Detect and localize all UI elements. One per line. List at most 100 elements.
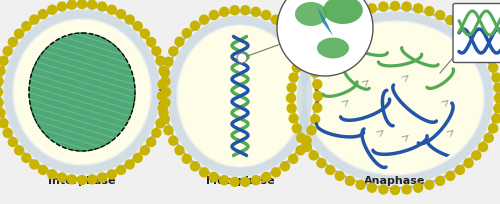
Circle shape: [302, 44, 312, 54]
Circle shape: [30, 15, 39, 24]
Circle shape: [472, 36, 481, 45]
Circle shape: [156, 119, 165, 128]
Circle shape: [161, 98, 170, 107]
Circle shape: [48, 170, 56, 179]
Circle shape: [3, 47, 12, 56]
Circle shape: [335, 16, 344, 25]
Circle shape: [116, 165, 126, 174]
Circle shape: [125, 15, 134, 24]
Circle shape: [8, 38, 18, 47]
Circle shape: [158, 80, 167, 89]
Circle shape: [390, 1, 400, 10]
Circle shape: [494, 93, 500, 102]
Circle shape: [78, 175, 86, 184]
Circle shape: [108, 170, 116, 179]
Circle shape: [368, 4, 376, 13]
Circle shape: [0, 67, 5, 75]
Circle shape: [230, 6, 239, 15]
Circle shape: [326, 22, 334, 31]
Circle shape: [292, 124, 302, 133]
Circle shape: [22, 22, 31, 31]
Circle shape: [210, 10, 218, 19]
Polygon shape: [323, 0, 363, 24]
Circle shape: [68, 0, 76, 9]
Ellipse shape: [307, 22, 483, 174]
Circle shape: [30, 160, 39, 169]
Circle shape: [288, 29, 298, 38]
Circle shape: [68, 175, 76, 184]
Circle shape: [313, 80, 322, 89]
Circle shape: [297, 133, 306, 142]
Circle shape: [402, 185, 411, 194]
Circle shape: [402, 2, 411, 11]
Circle shape: [390, 185, 400, 194]
Circle shape: [190, 162, 200, 171]
Circle shape: [272, 168, 280, 177]
Text: Anaphase: Anaphase: [364, 176, 426, 186]
Circle shape: [22, 153, 31, 162]
Circle shape: [88, 175, 96, 184]
Circle shape: [478, 44, 488, 54]
Circle shape: [314, 92, 322, 101]
Circle shape: [356, 7, 365, 16]
Circle shape: [488, 63, 498, 72]
Circle shape: [446, 171, 455, 180]
Circle shape: [159, 109, 168, 118]
Circle shape: [237, 53, 247, 63]
Circle shape: [414, 4, 422, 13]
Circle shape: [140, 146, 149, 155]
Circle shape: [488, 124, 498, 133]
Circle shape: [302, 47, 311, 56]
Circle shape: [146, 38, 156, 47]
Circle shape: [297, 54, 306, 63]
Circle shape: [159, 67, 168, 75]
Circle shape: [492, 114, 500, 123]
Circle shape: [0, 119, 8, 128]
Circle shape: [317, 159, 326, 167]
Circle shape: [280, 21, 289, 30]
Circle shape: [289, 73, 298, 82]
Circle shape: [272, 15, 280, 24]
Circle shape: [379, 185, 388, 194]
Circle shape: [182, 154, 192, 163]
Circle shape: [346, 11, 354, 20]
Circle shape: [164, 57, 173, 66]
Circle shape: [425, 180, 434, 189]
Circle shape: [262, 173, 270, 182]
Circle shape: [446, 16, 455, 25]
Circle shape: [169, 47, 178, 56]
Circle shape: [296, 146, 305, 155]
Circle shape: [302, 136, 311, 145]
Circle shape: [241, 177, 250, 186]
Circle shape: [0, 56, 8, 65]
Circle shape: [182, 29, 192, 38]
Circle shape: [140, 29, 149, 38]
Circle shape: [38, 10, 48, 19]
Circle shape: [98, 173, 106, 182]
Circle shape: [313, 103, 322, 112]
Circle shape: [436, 176, 444, 185]
Circle shape: [492, 73, 500, 82]
Circle shape: [307, 126, 316, 135]
Circle shape: [161, 77, 170, 86]
Circle shape: [456, 22, 464, 31]
Circle shape: [346, 176, 354, 185]
Circle shape: [169, 136, 178, 145]
Circle shape: [0, 88, 2, 96]
Circle shape: [133, 153, 142, 162]
Circle shape: [58, 173, 66, 182]
Circle shape: [200, 15, 208, 24]
Circle shape: [162, 88, 170, 96]
Circle shape: [252, 7, 260, 16]
Circle shape: [414, 183, 422, 192]
Circle shape: [220, 7, 228, 16]
Circle shape: [125, 160, 134, 169]
Circle shape: [296, 37, 305, 46]
Circle shape: [48, 5, 56, 14]
Circle shape: [160, 115, 170, 124]
Circle shape: [280, 162, 289, 171]
Circle shape: [484, 133, 493, 142]
Circle shape: [164, 126, 173, 135]
Circle shape: [78, 0, 86, 9]
Circle shape: [287, 83, 296, 92]
